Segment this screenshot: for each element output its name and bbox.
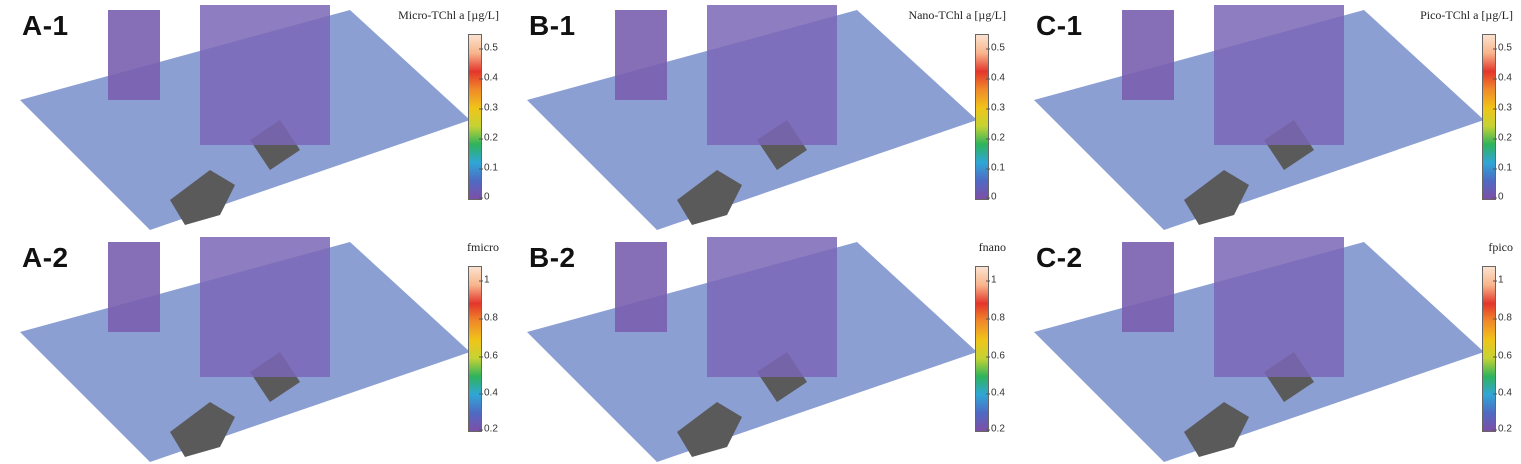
colorbar-tick: 0.5 — [986, 42, 1005, 54]
colorbar-tick: 1 — [1493, 274, 1504, 286]
colorbar-tick: 0.4 — [986, 72, 1005, 84]
colorbar-tick: 0 — [986, 191, 997, 203]
colorbar-tick: 0.1 — [479, 162, 498, 174]
colorbar-tick: 0.1 — [1493, 162, 1512, 174]
panel-label: B-1 — [529, 10, 576, 41]
colorbar-tick: 0.3 — [986, 102, 1005, 114]
colorbar — [468, 266, 482, 432]
map-scene — [1034, 237, 1484, 462]
colorbar-tick: 0.8 — [479, 312, 498, 324]
colorbar-tick: 0.2 — [986, 132, 1005, 144]
colorbar-tick: 0.8 — [986, 312, 1005, 324]
map-scene — [20, 5, 470, 230]
variable-title: Micro-TChl a [µg/L] — [398, 8, 499, 22]
section-left — [1122, 10, 1174, 100]
panel-label: A-2 — [22, 242, 69, 273]
colorbar-tick: 0.3 — [1493, 102, 1512, 114]
section-right — [1214, 237, 1344, 377]
panel-a2: A-2 fmicro 1 0.8 0.6 0.4 0.2 — [0, 232, 507, 464]
panel-label: C-1 — [1036, 10, 1083, 41]
colorbar-tick: 0 — [1493, 191, 1504, 203]
section-left — [1122, 242, 1174, 332]
variable-title: fmicro — [467, 240, 499, 254]
section-right — [200, 5, 330, 145]
section-right — [1214, 5, 1344, 145]
colorbar-tick: 0.3 — [479, 102, 498, 114]
colorbar-tick: 0.6 — [479, 350, 498, 362]
panel-label: A-1 — [22, 10, 69, 41]
land-mass — [170, 170, 235, 225]
colorbar-tick: 0.4 — [1493, 387, 1512, 399]
colorbar-tick: 0.2 — [1493, 132, 1512, 144]
colorbar-tick: 1 — [479, 274, 490, 286]
variable-title: Nano-TChl a [µg/L] — [908, 8, 1006, 22]
colorbar-tick: 0.2 — [479, 423, 498, 435]
colorbar-tick: 0.6 — [1493, 350, 1512, 362]
variable-title: Pico-TChl a [µg/L] — [1420, 8, 1513, 22]
colorbar-tick: 0.4 — [1493, 72, 1512, 84]
panel-c1: C-1 Pico-TChl a [µg/L] 0.5 0.4 0.3 0.2 0… — [1014, 0, 1521, 232]
land-mass — [1184, 402, 1249, 457]
land-mass — [1184, 170, 1249, 225]
land-mass — [677, 170, 742, 225]
section-right — [707, 237, 837, 377]
colorbar-tick: 0.4 — [986, 387, 1005, 399]
colorbar-tick: 0 — [479, 191, 490, 203]
section-left — [108, 242, 160, 332]
colorbar — [1482, 266, 1496, 432]
colorbar — [975, 266, 989, 432]
section-right — [707, 5, 837, 145]
colorbar-tick: 0.1 — [986, 162, 1005, 174]
panel-label: B-2 — [529, 242, 576, 273]
variable-title: fnano — [978, 240, 1006, 254]
map-scene — [20, 237, 470, 462]
variable-title: fpico — [1488, 240, 1513, 254]
land-mass — [677, 402, 742, 457]
colorbar-tick: 0.2 — [1493, 423, 1512, 435]
section-right — [200, 237, 330, 377]
colorbar-tick: 0.4 — [479, 387, 498, 399]
colorbar-tick: 0.5 — [479, 42, 498, 54]
land-mass — [170, 402, 235, 457]
map-scene — [527, 237, 977, 462]
colorbar — [468, 34, 482, 200]
section-left — [615, 10, 667, 100]
panel-label: C-2 — [1036, 242, 1083, 273]
colorbar-tick: 1 — [986, 274, 997, 286]
section-left — [615, 242, 667, 332]
panel-b2: B-2 fnano 1 0.8 0.6 0.4 0.2 — [507, 232, 1014, 464]
panel-c2: C-2 fpico 1 0.8 0.6 0.4 0.2 — [1014, 232, 1521, 464]
panel-a1: A-1 Micro-TChl a [µg/L] 0.5 0.4 0.3 0.2 … — [0, 0, 507, 232]
colorbar-tick: 0.2 — [986, 423, 1005, 435]
colorbar-tick: 0.4 — [479, 72, 498, 84]
map-scene — [1034, 5, 1484, 230]
section-left — [108, 10, 160, 100]
colorbar-tick: 0.2 — [479, 132, 498, 144]
colorbar-tick: 0.5 — [1493, 42, 1512, 54]
panel-b1: B-1 Nano-TChl a [µg/L] 0.5 0.4 0.3 0.2 0… — [507, 0, 1014, 232]
map-scene — [527, 5, 977, 230]
colorbar-tick: 0.8 — [1493, 312, 1512, 324]
colorbar — [1482, 34, 1496, 200]
colorbar — [975, 34, 989, 200]
colorbar-tick: 0.6 — [986, 350, 1005, 362]
